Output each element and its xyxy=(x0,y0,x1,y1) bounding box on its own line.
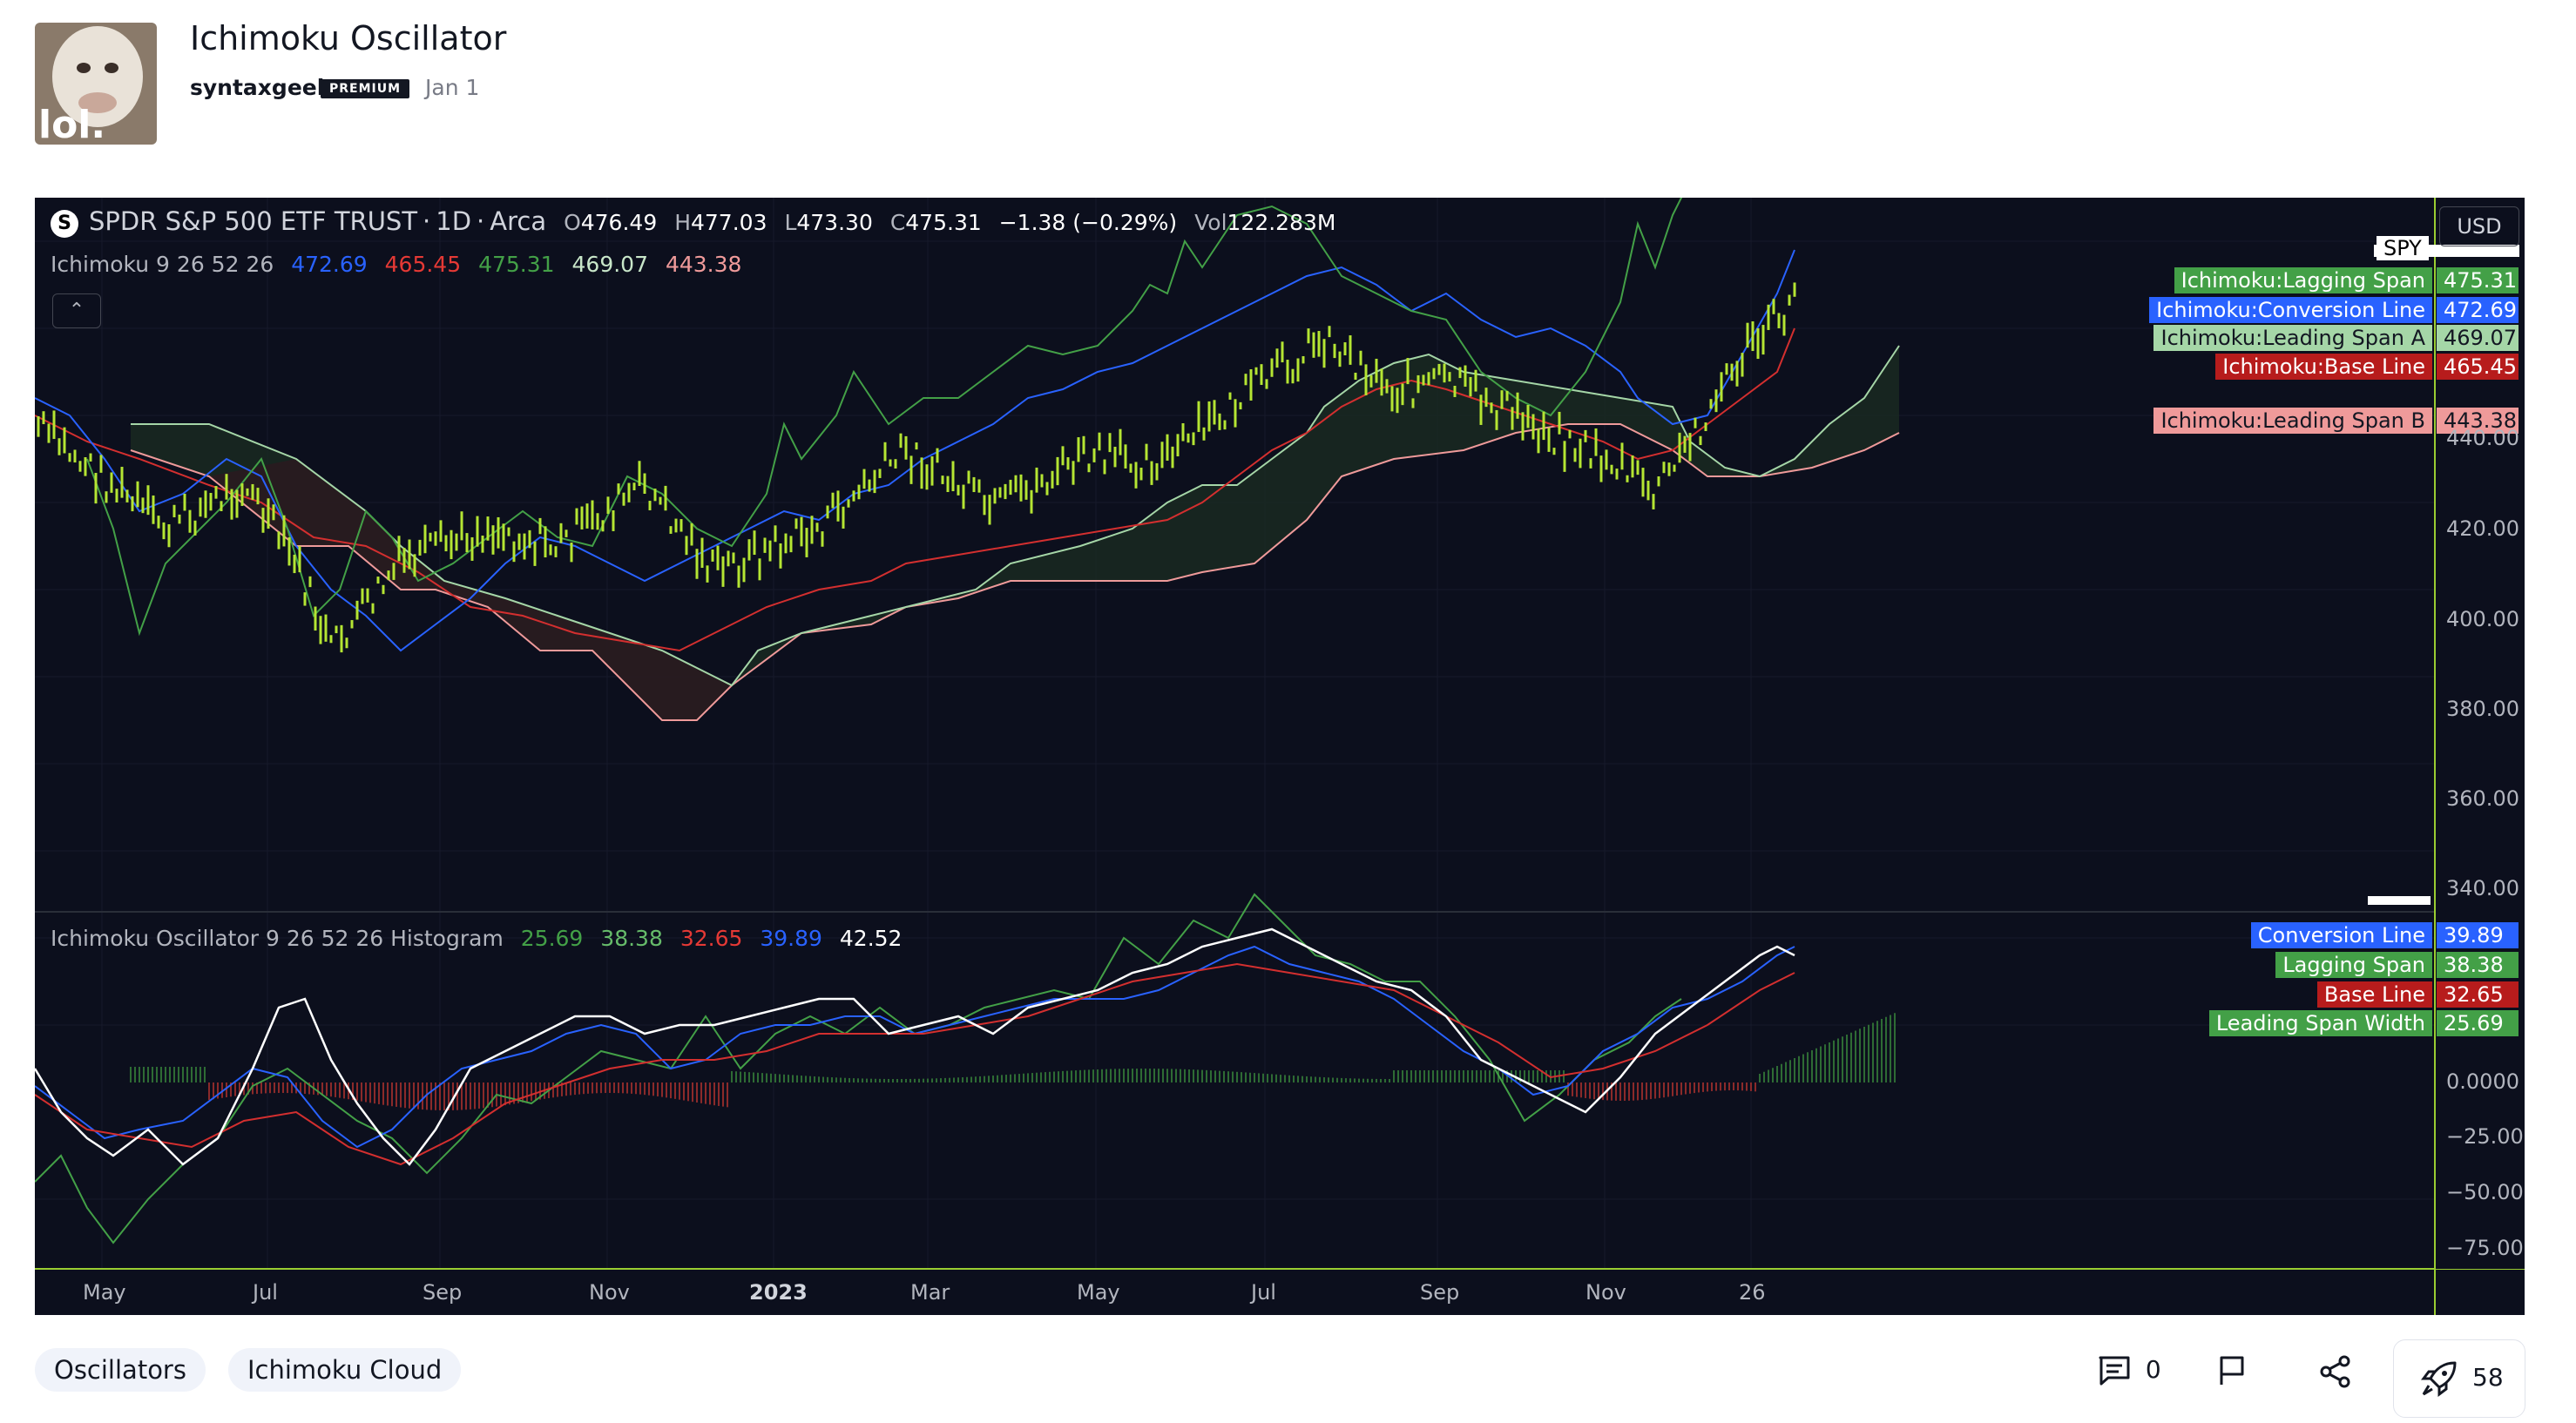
oscillator-legend-v5: 42.52 xyxy=(839,926,903,951)
rocket-icon xyxy=(2421,1361,2457,1397)
share-button[interactable] xyxy=(2319,1355,2352,1394)
price-label-name: Ichimoku:Leading Span A xyxy=(2153,325,2432,351)
ichimoku-legend-v2: 465.45 xyxy=(384,252,462,277)
symbol-exchange: Arca xyxy=(490,206,547,236)
osc-label-value: 32.65 xyxy=(2437,981,2519,1008)
ichimoku-legend-v5: 443.38 xyxy=(665,252,742,277)
osc-label-name: Leading Span Width xyxy=(2208,1010,2432,1036)
symbol-separator: · xyxy=(423,206,431,236)
post-title: Ichimoku Oscillator xyxy=(190,19,507,57)
symbol-name: SPDR S&P 500 ETF TRUST xyxy=(89,206,418,236)
price-axis-label: 420.00 xyxy=(2446,516,2519,541)
tag-ichimoku-cloud[interactable]: Ichimoku Cloud xyxy=(228,1348,462,1392)
time-axis-label: May xyxy=(83,1280,126,1305)
osc-label-value: 38.38 xyxy=(2437,952,2519,978)
osc-label-name: Base Line xyxy=(2316,981,2432,1008)
price-label-name: Ichimoku:Lagging Span xyxy=(2174,267,2432,293)
price-label-value: 475.31 xyxy=(2437,267,2519,293)
ichimoku-legend-v3: 475.31 xyxy=(478,252,555,277)
price-label-value: 443.38 xyxy=(2437,408,2519,434)
ticker-tag: SPY xyxy=(2377,236,2429,260)
comments-button[interactable]: 0 xyxy=(2098,1355,2161,1386)
ohlc-open: 476.49 xyxy=(580,210,658,235)
ohlc-change: −1.38 (−0.29%) xyxy=(998,210,1178,235)
price-label-value: 465.45 xyxy=(2437,354,2519,380)
osc-label-value: 25.69 xyxy=(2437,1010,2519,1036)
report-button[interactable] xyxy=(2218,1355,2246,1393)
premium-badge: PREMIUM xyxy=(321,79,410,98)
time-axis-label: Nov xyxy=(589,1280,630,1305)
time-axis-label: Nov xyxy=(1585,1280,1626,1305)
flag-icon xyxy=(2220,1356,2244,1385)
oscillator-legend-v4: 39.89 xyxy=(760,926,822,951)
ohlc-low: 473.30 xyxy=(796,210,873,235)
price-label-name: Ichimoku:Conversion Line xyxy=(2149,297,2432,323)
time-axis-label: Jul xyxy=(1251,1280,1276,1305)
price-label-name: Ichimoku:Base Line xyxy=(2215,354,2432,380)
osc-label-name: Conversion Line xyxy=(2250,922,2432,948)
ichimoku-legend-name: Ichimoku 9 26 52 26 xyxy=(51,252,274,277)
time-axis-label: 26 xyxy=(1739,1280,1766,1305)
ohlc-h-label: H xyxy=(674,210,691,235)
price-label-value: 469.07 xyxy=(2437,325,2519,351)
comments-count: 0 xyxy=(2145,1355,2161,1384)
tag-oscillators[interactable]: Oscillators xyxy=(35,1348,206,1392)
comment-icon xyxy=(2099,1356,2130,1386)
chart-canvas[interactable]: S SPDR S&P 500 ETF TRUST · 1D · Arca O476.49 … xyxy=(35,198,2525,1315)
boost-count: 58 xyxy=(2472,1363,2504,1392)
author-name[interactable]: syntaxgeek xyxy=(190,75,332,100)
author-avatar[interactable]: lol. xyxy=(35,23,157,145)
price-axis-label: 400.00 xyxy=(2446,607,2519,631)
chevron-up-icon: ⌃ xyxy=(68,300,85,321)
price-label-name: Ichimoku:Leading Span B xyxy=(2153,408,2432,434)
currency-button[interactable]: USD xyxy=(2439,206,2519,246)
ichimoku-legend-v1: 472.69 xyxy=(291,252,368,277)
osc-axis-label: −25.00 xyxy=(2446,1124,2524,1149)
time-axis-label-year: 2023 xyxy=(749,1280,808,1305)
symbol-interval: 1D xyxy=(436,206,472,236)
share-icon xyxy=(2320,1355,2350,1388)
boost-button[interactable]: 58 xyxy=(2393,1339,2525,1418)
collapse-legend-button[interactable]: ⌃ xyxy=(52,293,101,328)
oscillator-legend-name: Ichimoku Oscillator 9 26 52 26 Histogram xyxy=(51,926,504,951)
chart-drawing xyxy=(35,198,2525,1315)
volume-value: 122.283M xyxy=(1227,210,1336,235)
price-axis-label: 340.00 xyxy=(2446,876,2519,900)
osc-axis-label: 0.0000 xyxy=(2446,1069,2519,1094)
ichimoku-legend-v4: 469.07 xyxy=(571,252,648,277)
symbol-icon: S xyxy=(51,210,78,238)
ichimoku-legend[interactable]: Ichimoku 9 26 52 26 472.69 465.45 475.31… xyxy=(51,252,752,277)
osc-label-name: Lagging Span xyxy=(2275,952,2432,978)
time-axis-label: Sep xyxy=(1420,1280,1460,1305)
price-axis-label: 440.00 xyxy=(2446,426,2519,450)
oscillator-legend-v2: 38.38 xyxy=(600,926,663,951)
time-axis-label: Jul xyxy=(253,1280,278,1305)
osc-axis-label: −75.00 xyxy=(2446,1236,2524,1260)
osc-label-value: 39.89 xyxy=(2437,922,2519,948)
ohlc-high: 477.03 xyxy=(691,210,767,235)
ohlc-close: 475.31 xyxy=(905,210,982,235)
symbol-separator: · xyxy=(477,206,485,236)
price-axis-label: 380.00 xyxy=(2446,697,2519,721)
price-label-value: 472.69 xyxy=(2437,297,2519,323)
oscillator-legend-v3: 32.65 xyxy=(679,926,743,951)
price-axis-label: 360.00 xyxy=(2446,786,2519,811)
post-date: Jan 1 xyxy=(425,75,480,100)
time-axis-label: Sep xyxy=(423,1280,463,1305)
oscillator-legend[interactable]: Ichimoku Oscillator 9 26 52 26 Histogram… xyxy=(51,926,912,951)
ohlc-c-label: C xyxy=(889,210,906,235)
ohlc-l-label: L xyxy=(784,210,797,235)
avatar-caption: lol. xyxy=(38,103,105,145)
volume-label: Vol xyxy=(1194,210,1227,235)
oscillator-legend-v1: 25.69 xyxy=(520,926,584,951)
time-axis-label: Mar xyxy=(910,1280,950,1305)
osc-axis-label: −50.00 xyxy=(2446,1180,2524,1204)
symbol-legend[interactable]: S SPDR S&P 500 ETF TRUST · 1D · Arca O476.49 … xyxy=(51,206,1346,238)
time-axis-label: May xyxy=(1077,1280,1120,1305)
ohlc-o-label: O xyxy=(564,210,581,235)
